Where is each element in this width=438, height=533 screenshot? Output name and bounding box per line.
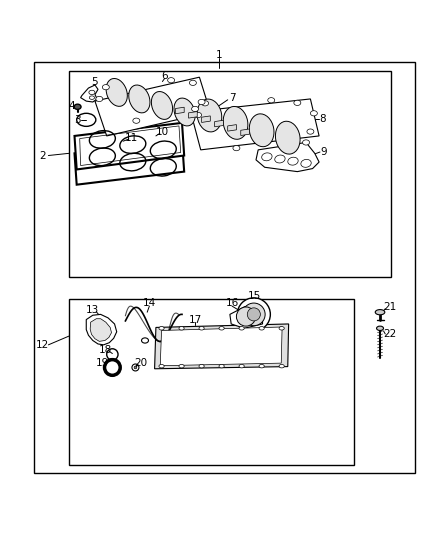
Polygon shape <box>81 85 98 102</box>
Text: 9: 9 <box>320 147 327 157</box>
Ellipse shape <box>106 78 127 107</box>
Ellipse shape <box>303 140 310 145</box>
Text: 22: 22 <box>383 329 396 339</box>
Polygon shape <box>86 314 117 345</box>
Ellipse shape <box>199 365 204 368</box>
Ellipse shape <box>199 327 204 330</box>
Ellipse shape <box>74 104 81 109</box>
Text: 13: 13 <box>86 305 99 315</box>
Text: 20: 20 <box>134 358 147 368</box>
Text: 21: 21 <box>383 302 396 312</box>
Text: 14: 14 <box>143 298 156 309</box>
Polygon shape <box>256 142 319 172</box>
Polygon shape <box>74 140 184 184</box>
Text: 5: 5 <box>92 77 98 87</box>
Text: 11: 11 <box>124 133 138 143</box>
Ellipse shape <box>105 360 120 375</box>
Ellipse shape <box>219 327 224 330</box>
Ellipse shape <box>179 327 184 330</box>
Ellipse shape <box>141 338 148 343</box>
Text: 7: 7 <box>229 93 235 103</box>
Ellipse shape <box>279 327 284 330</box>
Ellipse shape <box>219 365 224 368</box>
Polygon shape <box>90 319 112 341</box>
Ellipse shape <box>223 107 248 139</box>
Ellipse shape <box>174 98 195 126</box>
Ellipse shape <box>311 111 318 116</box>
Text: 16: 16 <box>226 298 239 309</box>
Ellipse shape <box>159 365 164 368</box>
Polygon shape <box>176 107 184 114</box>
Ellipse shape <box>191 107 198 111</box>
Ellipse shape <box>134 366 137 369</box>
Ellipse shape <box>375 310 385 315</box>
Ellipse shape <box>129 85 150 113</box>
Ellipse shape <box>239 365 244 368</box>
Polygon shape <box>155 324 289 369</box>
Ellipse shape <box>307 129 314 134</box>
Bar <box>69 71 391 277</box>
Ellipse shape <box>237 307 255 326</box>
Ellipse shape <box>159 327 164 330</box>
Text: 10: 10 <box>156 126 169 136</box>
Ellipse shape <box>96 96 103 102</box>
Ellipse shape <box>197 99 222 132</box>
Ellipse shape <box>377 326 384 330</box>
Text: 4: 4 <box>69 101 75 111</box>
Polygon shape <box>95 77 210 136</box>
Ellipse shape <box>179 365 184 368</box>
Ellipse shape <box>259 327 264 330</box>
Ellipse shape <box>247 308 260 321</box>
Ellipse shape <box>102 85 110 90</box>
Ellipse shape <box>279 365 284 368</box>
Polygon shape <box>228 125 237 131</box>
Text: 8: 8 <box>319 115 326 124</box>
Text: 17: 17 <box>188 314 201 325</box>
Text: 19: 19 <box>96 358 109 368</box>
Text: 15: 15 <box>248 291 261 301</box>
Ellipse shape <box>239 327 244 330</box>
Ellipse shape <box>249 114 274 147</box>
Polygon shape <box>74 123 184 169</box>
Polygon shape <box>241 129 250 135</box>
Polygon shape <box>160 327 282 366</box>
Polygon shape <box>188 111 197 118</box>
Text: 18: 18 <box>99 345 113 355</box>
Text: 6: 6 <box>161 71 168 81</box>
Ellipse shape <box>201 101 208 106</box>
Ellipse shape <box>259 365 264 368</box>
Text: 1: 1 <box>215 51 223 60</box>
Polygon shape <box>230 306 262 328</box>
Ellipse shape <box>276 121 300 154</box>
Ellipse shape <box>237 298 270 331</box>
Bar <box>34 62 415 473</box>
Ellipse shape <box>133 118 140 123</box>
Text: 2: 2 <box>39 150 46 160</box>
Ellipse shape <box>198 99 205 104</box>
Text: 12: 12 <box>36 340 49 350</box>
Polygon shape <box>215 120 223 127</box>
Polygon shape <box>191 99 319 150</box>
Bar <box>69 299 354 465</box>
Ellipse shape <box>168 78 175 83</box>
Ellipse shape <box>189 80 196 85</box>
Text: 3: 3 <box>74 115 81 125</box>
Polygon shape <box>201 116 210 123</box>
Ellipse shape <box>243 303 265 326</box>
Ellipse shape <box>268 98 275 103</box>
Ellipse shape <box>194 112 201 118</box>
Ellipse shape <box>294 100 301 106</box>
Ellipse shape <box>152 92 173 119</box>
Ellipse shape <box>233 146 240 151</box>
